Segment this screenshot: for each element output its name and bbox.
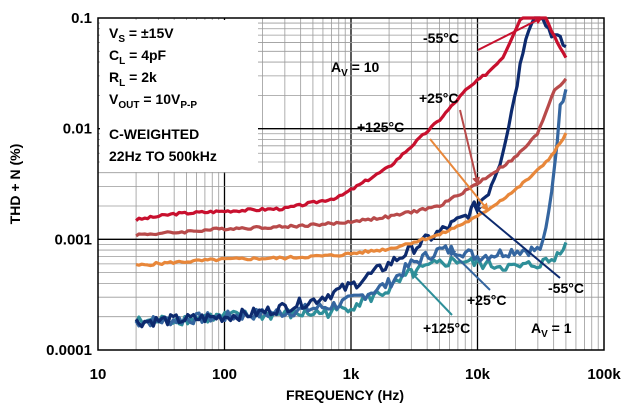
condition-weighting: C-WEIGHTED — [109, 126, 199, 142]
annotation-label: -55°C — [423, 30, 459, 46]
annotation-arrow — [473, 205, 561, 279]
annotation-arrow — [447, 248, 491, 291]
annotation-label: +25°C — [467, 292, 506, 308]
series-line — [134, 241, 568, 327]
axes-text: 10 100 1k 10k 100k 0.0001 0.001 0.01 0.1 — [46, 10, 621, 383]
series-line — [135, 132, 568, 268]
annotation-arrow — [410, 271, 453, 316]
condition-cl: CL = 4pF — [109, 47, 167, 67]
annotation-arrow — [429, 138, 489, 212]
gain-label-av10: AV = 10 — [331, 59, 380, 79]
y-tick-label: 0.01 — [63, 121, 92, 138]
gain-label-av1: AV = 1 — [531, 320, 572, 340]
x-tick-label: 100k — [587, 366, 621, 383]
y-tick-label: 0.0001 — [46, 342, 92, 359]
annotation-label: -55°C — [548, 280, 584, 296]
annotation-labels: -55°C +25°C +125°C -55°C +25°C +125°C — [357, 30, 584, 336]
x-tick-label: 1k — [343, 366, 360, 383]
y-axis-label: THD + N (%) — [7, 144, 23, 225]
y-tick-label: 0.001 — [54, 231, 92, 248]
x-tick-label: 10k — [465, 366, 491, 383]
series-layer — [134, 16, 568, 329]
x-tick-label: 100 — [212, 366, 237, 383]
annotation-label: +25°C — [419, 90, 458, 106]
annotation-arrows — [410, 17, 561, 316]
plot-frame — [97, 17, 605, 351]
annotation-arrow — [477, 17, 544, 51]
condition-bandwidth: 22Hz TO 500kHz — [109, 148, 217, 164]
conditions-box-bg — [100, 20, 258, 172]
series-line — [135, 16, 568, 222]
x-axis-label: FREQUENCY (Hz) — [286, 387, 404, 403]
condition-vout: VOUT = 10VP-P — [109, 91, 197, 111]
annotation-label: +125°C — [357, 119, 404, 135]
annotation-label: +125°C — [423, 320, 470, 336]
x-tick-label: 10 — [90, 366, 107, 383]
series-line — [134, 89, 568, 328]
y-tick-label: 0.1 — [71, 10, 92, 27]
series-line — [134, 16, 567, 329]
series-line — [135, 77, 568, 238]
condition-rl: RL = 2k — [109, 69, 157, 89]
conditions-box: VS = ±15V CL = 4pF RL = 2k VOUT = 10VP-P… — [100, 20, 258, 172]
annotation-arrow — [459, 109, 480, 186]
condition-vs: VS = ±15V — [109, 25, 174, 45]
